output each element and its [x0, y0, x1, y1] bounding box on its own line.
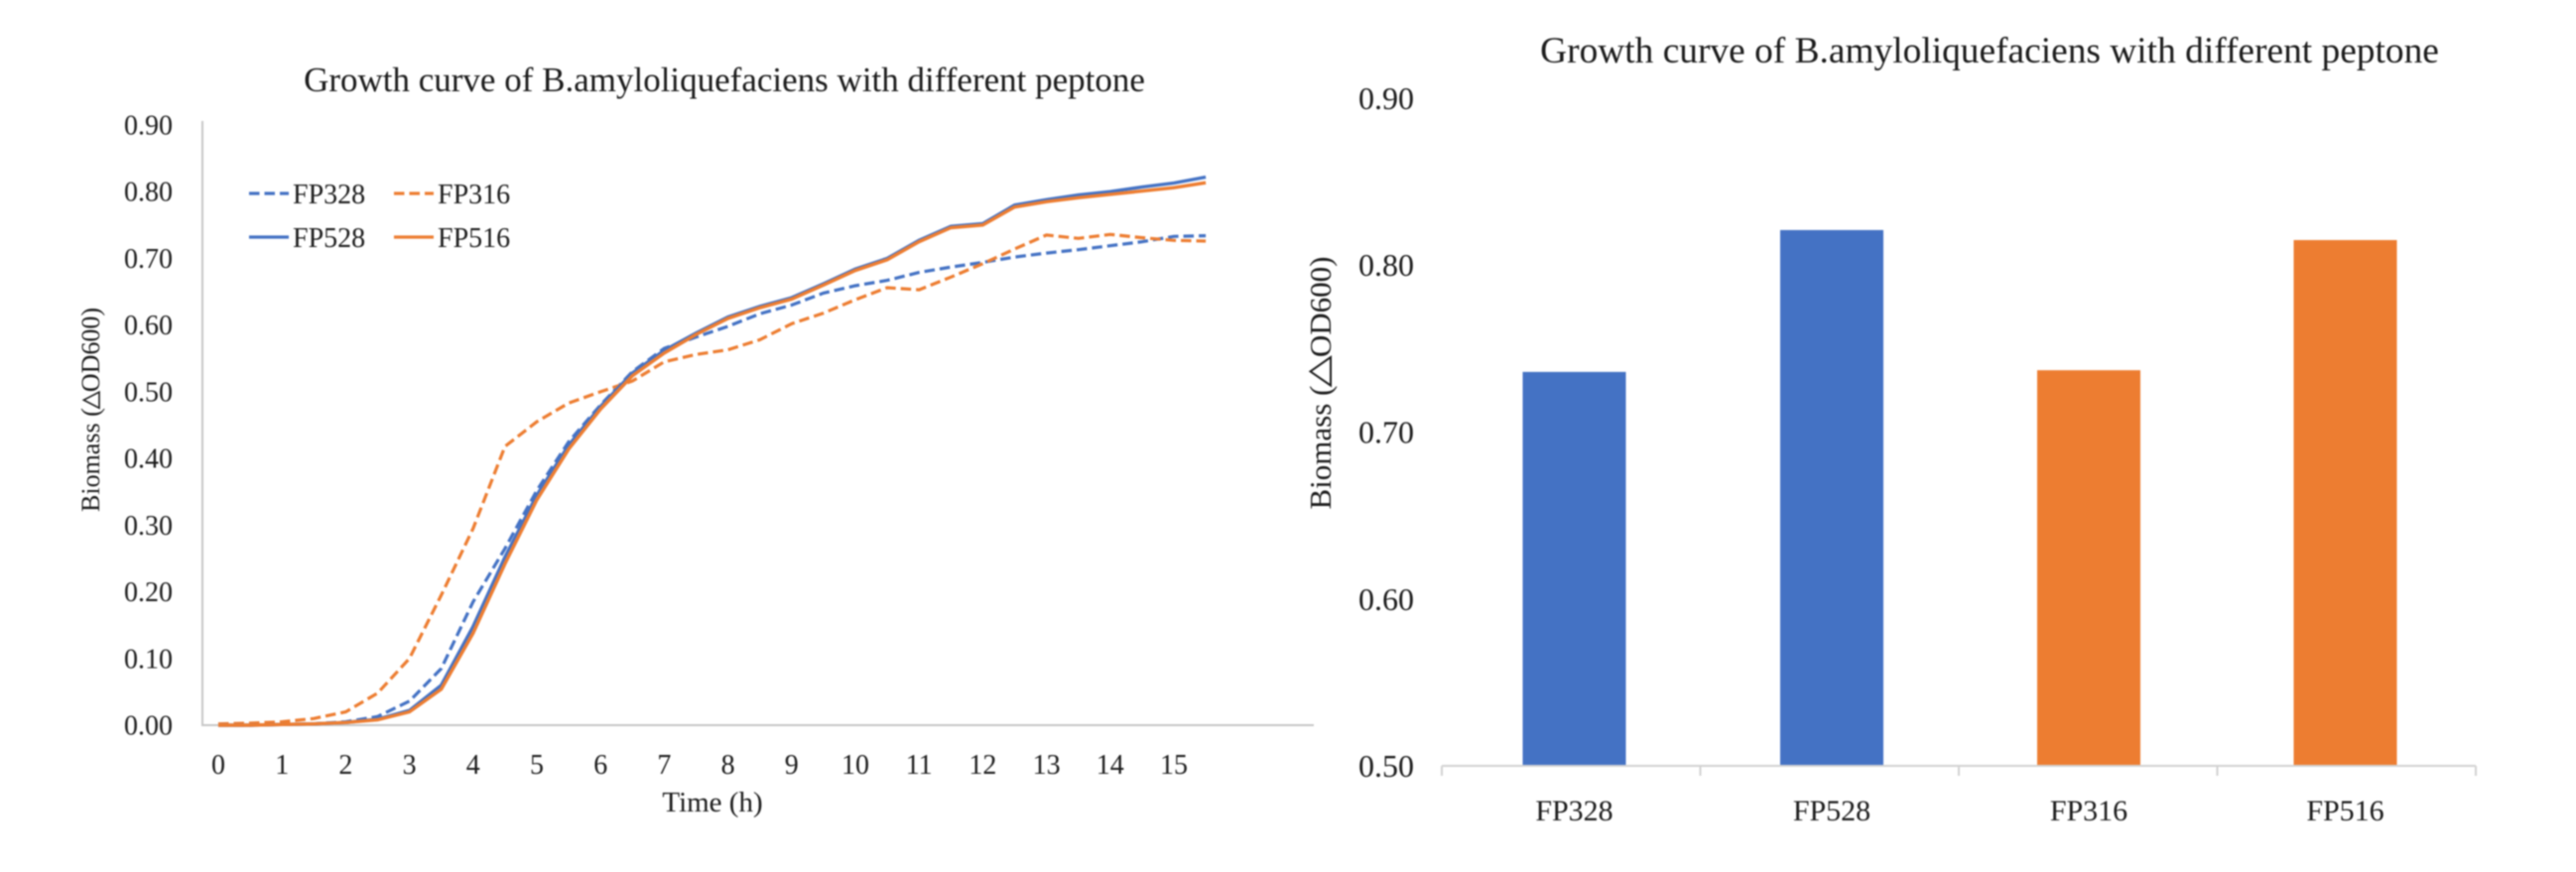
svg-text:FP328: FP328	[1535, 795, 1612, 827]
svg-text:FP316: FP316	[438, 180, 510, 210]
svg-text:0.70: 0.70	[124, 244, 173, 275]
svg-text:5: 5	[530, 750, 544, 781]
svg-text:Biomass (: Biomass (	[76, 408, 105, 512]
svg-text:14: 14	[1096, 750, 1124, 781]
svg-text:0.80: 0.80	[124, 178, 173, 208]
svg-text:2: 2	[338, 750, 352, 781]
svg-text:Biomass (: Biomass (	[1303, 386, 1338, 510]
svg-text:0.20: 0.20	[124, 577, 173, 608]
svg-text:6: 6	[593, 750, 607, 781]
svg-text:0.30: 0.30	[124, 511, 173, 542]
svg-text:FP516: FP516	[2306, 795, 2383, 827]
svg-text:0.60: 0.60	[1358, 581, 1414, 617]
svg-text:12: 12	[968, 750, 996, 781]
svg-text:FP328: FP328	[293, 180, 365, 210]
svg-text:8: 8	[721, 750, 735, 781]
svg-text:0.40: 0.40	[124, 444, 173, 475]
svg-text:0.90: 0.90	[1358, 80, 1414, 116]
svg-text:0.50: 0.50	[1358, 748, 1414, 784]
svg-text:4: 4	[466, 750, 480, 781]
svg-text:0.90: 0.90	[124, 111, 173, 142]
svg-text:1: 1	[275, 750, 289, 781]
svg-text:0.70: 0.70	[1358, 415, 1414, 450]
svg-text:0.80: 0.80	[1358, 247, 1414, 283]
svg-text:OD600): OD600)	[76, 308, 105, 392]
svg-text:3: 3	[403, 750, 417, 781]
svg-text:7: 7	[657, 750, 671, 781]
svg-text:11: 11	[906, 750, 933, 781]
svg-text:0.10: 0.10	[124, 644, 173, 675]
svg-text:FP516: FP516	[438, 223, 510, 254]
svg-text:OD600): OD600)	[1303, 256, 1338, 357]
svg-text:Growth curve of B.amyloliquefa: Growth curve of B.amyloliquefaciens with…	[1540, 31, 2439, 71]
svg-text:FP528: FP528	[1793, 795, 1870, 827]
svg-text:0.60: 0.60	[124, 311, 173, 341]
svg-text:9: 9	[785, 750, 799, 781]
svg-text:FP316: FP316	[2050, 795, 2127, 827]
svg-text:15: 15	[1160, 750, 1188, 781]
svg-text:FP528: FP528	[293, 223, 365, 254]
svg-text:13: 13	[1033, 750, 1061, 781]
svg-text:Growth curve of B.amyloliquefa: Growth curve of B.amyloliquefaciens with…	[304, 61, 1145, 99]
svg-text:0.00: 0.00	[124, 711, 173, 742]
svg-text:0: 0	[211, 750, 225, 781]
svg-text:Time (h): Time (h)	[662, 787, 762, 818]
svg-text:0.50: 0.50	[124, 377, 173, 408]
svg-text:10: 10	[841, 750, 869, 781]
